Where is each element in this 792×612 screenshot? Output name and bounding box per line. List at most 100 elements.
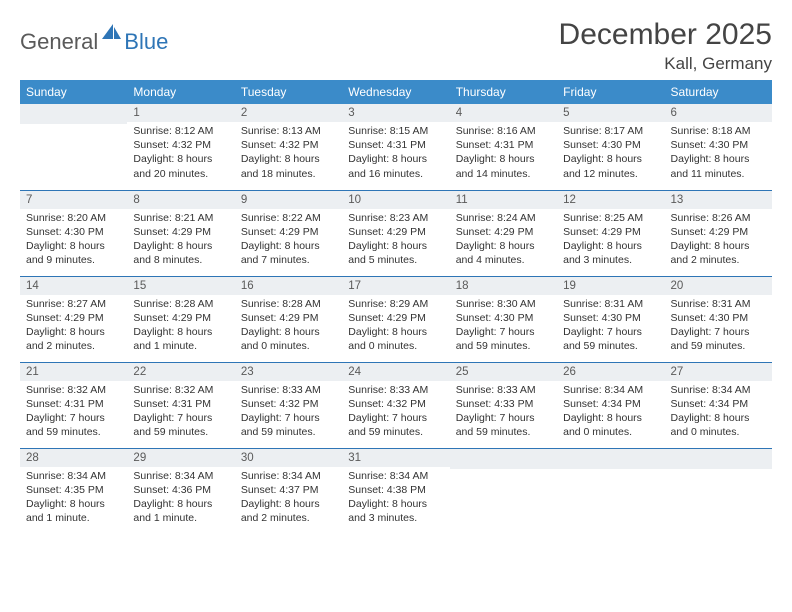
calendar-week-row: 14Sunrise: 8:27 AMSunset: 4:29 PMDayligh… bbox=[20, 276, 772, 362]
sunset-text: Sunset: 4:29 PM bbox=[563, 225, 658, 239]
daylight-text: Daylight: 8 hours and 9 minutes. bbox=[26, 239, 121, 267]
sunrise-text: Sunrise: 8:21 AM bbox=[133, 211, 228, 225]
calendar-day-cell: 6Sunrise: 8:18 AMSunset: 4:30 PMDaylight… bbox=[665, 104, 772, 190]
calendar-week-row: 21Sunrise: 8:32 AMSunset: 4:31 PMDayligh… bbox=[20, 362, 772, 448]
daylight-text: Daylight: 7 hours and 59 minutes. bbox=[671, 325, 766, 353]
sunset-text: Sunset: 4:31 PM bbox=[133, 397, 228, 411]
day-number: 26 bbox=[557, 363, 664, 381]
sunrise-text: Sunrise: 8:31 AM bbox=[671, 297, 766, 311]
daylight-text: Daylight: 7 hours and 59 minutes. bbox=[456, 325, 551, 353]
sunrise-text: Sunrise: 8:13 AM bbox=[241, 124, 336, 138]
sunrise-text: Sunrise: 8:33 AM bbox=[456, 383, 551, 397]
daylight-text: Daylight: 7 hours and 59 minutes. bbox=[456, 411, 551, 439]
calendar-day-cell: 25Sunrise: 8:33 AMSunset: 4:33 PMDayligh… bbox=[450, 362, 557, 448]
day-details: Sunrise: 8:34 AMSunset: 4:34 PMDaylight:… bbox=[557, 381, 664, 444]
day-details: Sunrise: 8:34 AMSunset: 4:36 PMDaylight:… bbox=[127, 467, 234, 530]
daylight-text: Daylight: 8 hours and 1 minute. bbox=[26, 497, 121, 525]
calendar-day-cell: 16Sunrise: 8:28 AMSunset: 4:29 PMDayligh… bbox=[235, 276, 342, 362]
day-number: 12 bbox=[557, 191, 664, 209]
day-number: 11 bbox=[450, 191, 557, 209]
calendar-day-cell: 27Sunrise: 8:34 AMSunset: 4:34 PMDayligh… bbox=[665, 362, 772, 448]
day-details: Sunrise: 8:34 AMSunset: 4:34 PMDaylight:… bbox=[665, 381, 772, 444]
calendar-page: General Blue December 2025 Kall, Germany… bbox=[0, 0, 792, 534]
calendar-day-cell: 3Sunrise: 8:15 AMSunset: 4:31 PMDaylight… bbox=[342, 104, 449, 190]
sunrise-text: Sunrise: 8:23 AM bbox=[348, 211, 443, 225]
sunset-text: Sunset: 4:32 PM bbox=[133, 138, 228, 152]
weekday-header: Friday bbox=[557, 80, 664, 104]
calendar-week-row: 7Sunrise: 8:20 AMSunset: 4:30 PMDaylight… bbox=[20, 190, 772, 276]
sunset-text: Sunset: 4:29 PM bbox=[241, 311, 336, 325]
calendar-day-cell: 12Sunrise: 8:25 AMSunset: 4:29 PMDayligh… bbox=[557, 190, 664, 276]
sunset-text: Sunset: 4:30 PM bbox=[671, 311, 766, 325]
daylight-text: Daylight: 7 hours and 59 minutes. bbox=[563, 325, 658, 353]
month-title: December 2025 bbox=[559, 18, 772, 52]
calendar-day-cell: 17Sunrise: 8:29 AMSunset: 4:29 PMDayligh… bbox=[342, 276, 449, 362]
daylight-text: Daylight: 8 hours and 1 minute. bbox=[133, 325, 228, 353]
daylight-text: Daylight: 8 hours and 3 minutes. bbox=[563, 239, 658, 267]
day-details: Sunrise: 8:32 AMSunset: 4:31 PMDaylight:… bbox=[127, 381, 234, 444]
title-block: December 2025 Kall, Germany bbox=[559, 18, 772, 74]
sunrise-text: Sunrise: 8:17 AM bbox=[563, 124, 658, 138]
sunrise-text: Sunrise: 8:28 AM bbox=[133, 297, 228, 311]
sunrise-text: Sunrise: 8:33 AM bbox=[348, 383, 443, 397]
day-details: Sunrise: 8:32 AMSunset: 4:31 PMDaylight:… bbox=[20, 381, 127, 444]
calendar-table: Sunday Monday Tuesday Wednesday Thursday… bbox=[20, 80, 772, 534]
calendar-day-cell: 22Sunrise: 8:32 AMSunset: 4:31 PMDayligh… bbox=[127, 362, 234, 448]
calendar-day-cell: 21Sunrise: 8:32 AMSunset: 4:31 PMDayligh… bbox=[20, 362, 127, 448]
day-number: 14 bbox=[20, 277, 127, 295]
calendar-day-cell: 5Sunrise: 8:17 AMSunset: 4:30 PMDaylight… bbox=[557, 104, 664, 190]
day-details: Sunrise: 8:33 AMSunset: 4:32 PMDaylight:… bbox=[235, 381, 342, 444]
sunset-text: Sunset: 4:32 PM bbox=[348, 397, 443, 411]
daylight-text: Daylight: 8 hours and 4 minutes. bbox=[456, 239, 551, 267]
daylight-text: Daylight: 8 hours and 2 minutes. bbox=[671, 239, 766, 267]
day-number: 13 bbox=[665, 191, 772, 209]
calendar-week-row: 28Sunrise: 8:34 AMSunset: 4:35 PMDayligh… bbox=[20, 448, 772, 534]
day-number: 5 bbox=[557, 104, 664, 122]
sunset-text: Sunset: 4:34 PM bbox=[563, 397, 658, 411]
daylight-text: Daylight: 8 hours and 0 minutes. bbox=[671, 411, 766, 439]
day-number: 28 bbox=[20, 449, 127, 467]
day-details: Sunrise: 8:27 AMSunset: 4:29 PMDaylight:… bbox=[20, 295, 127, 358]
calendar-day-cell: 20Sunrise: 8:31 AMSunset: 4:30 PMDayligh… bbox=[665, 276, 772, 362]
day-details: Sunrise: 8:22 AMSunset: 4:29 PMDaylight:… bbox=[235, 209, 342, 272]
sunset-text: Sunset: 4:33 PM bbox=[456, 397, 551, 411]
calendar-day-cell: 9Sunrise: 8:22 AMSunset: 4:29 PMDaylight… bbox=[235, 190, 342, 276]
daylight-text: Daylight: 8 hours and 0 minutes. bbox=[348, 325, 443, 353]
day-details: Sunrise: 8:21 AMSunset: 4:29 PMDaylight:… bbox=[127, 209, 234, 272]
sunrise-text: Sunrise: 8:12 AM bbox=[133, 124, 228, 138]
sunset-text: Sunset: 4:29 PM bbox=[348, 311, 443, 325]
daylight-text: Daylight: 8 hours and 20 minutes. bbox=[133, 152, 228, 180]
day-details: Sunrise: 8:28 AMSunset: 4:29 PMDaylight:… bbox=[235, 295, 342, 358]
daylight-text: Daylight: 8 hours and 5 minutes. bbox=[348, 239, 443, 267]
day-number: 31 bbox=[342, 449, 449, 467]
sunrise-text: Sunrise: 8:15 AM bbox=[348, 124, 443, 138]
day-number: 18 bbox=[450, 277, 557, 295]
sunrise-text: Sunrise: 8:22 AM bbox=[241, 211, 336, 225]
brand-part2: Blue bbox=[124, 29, 168, 55]
sunrise-text: Sunrise: 8:26 AM bbox=[671, 211, 766, 225]
brand-logo: General Blue bbox=[20, 18, 168, 59]
calendar-day-cell: 13Sunrise: 8:26 AMSunset: 4:29 PMDayligh… bbox=[665, 190, 772, 276]
weekday-header: Wednesday bbox=[342, 80, 449, 104]
day-number: 8 bbox=[127, 191, 234, 209]
day-number: 6 bbox=[665, 104, 772, 122]
daylight-text: Daylight: 7 hours and 59 minutes. bbox=[241, 411, 336, 439]
weekday-header: Monday bbox=[127, 80, 234, 104]
sunrise-text: Sunrise: 8:20 AM bbox=[26, 211, 121, 225]
sunset-text: Sunset: 4:36 PM bbox=[133, 483, 228, 497]
sunrise-text: Sunrise: 8:34 AM bbox=[133, 469, 228, 483]
day-number: 27 bbox=[665, 363, 772, 381]
day-details: Sunrise: 8:23 AMSunset: 4:29 PMDaylight:… bbox=[342, 209, 449, 272]
day-details: Sunrise: 8:34 AMSunset: 4:35 PMDaylight:… bbox=[20, 467, 127, 530]
calendar-day-cell: 15Sunrise: 8:28 AMSunset: 4:29 PMDayligh… bbox=[127, 276, 234, 362]
day-number: 23 bbox=[235, 363, 342, 381]
sunrise-text: Sunrise: 8:32 AM bbox=[26, 383, 121, 397]
sunset-text: Sunset: 4:30 PM bbox=[456, 311, 551, 325]
daylight-text: Daylight: 8 hours and 18 minutes. bbox=[241, 152, 336, 180]
sunset-text: Sunset: 4:30 PM bbox=[26, 225, 121, 239]
calendar-day-cell: 19Sunrise: 8:31 AMSunset: 4:30 PMDayligh… bbox=[557, 276, 664, 362]
day-number: 24 bbox=[342, 363, 449, 381]
daylight-text: Daylight: 8 hours and 14 minutes. bbox=[456, 152, 551, 180]
sunset-text: Sunset: 4:30 PM bbox=[563, 311, 658, 325]
daylight-text: Daylight: 8 hours and 1 minute. bbox=[133, 497, 228, 525]
